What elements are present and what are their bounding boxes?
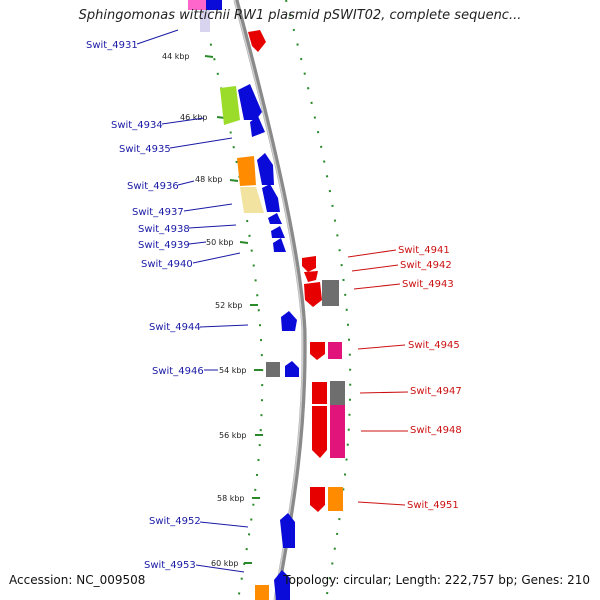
scale-label: 50 kbp (206, 238, 234, 247)
gene-arrow (304, 271, 318, 282)
gene-arrow (302, 256, 316, 272)
scale-label: 54 kbp (219, 366, 247, 375)
gene-label: Swit_4940 (141, 259, 193, 270)
right-gene-labels: Swit_4941 Swit_4942 Swit_4943 Swit_4945 … (347, 245, 462, 511)
gene-block (206, 0, 222, 10)
gene-arrow (310, 487, 325, 512)
gene-label: Swit_4953 (144, 560, 196, 571)
leader-line (188, 224, 237, 229)
leader-line (195, 564, 245, 573)
gene-arrow (250, 116, 265, 137)
leader-line (357, 501, 406, 506)
gene-label: Swit_4934 (111, 120, 163, 131)
gene-label: Swit_4935 (119, 144, 171, 155)
gene-arrow (274, 570, 290, 600)
leader-line (161, 117, 205, 125)
leader-line (177, 180, 195, 186)
gene-arrow (281, 311, 297, 331)
left-gene-labels: Swit_4931 Swit_4934 Swit_4935 Swit_4936 … (86, 29, 249, 573)
gene-label: Swit_4947 (410, 386, 462, 397)
gene-block (330, 381, 345, 405)
leader-line (183, 203, 233, 212)
leader-line (347, 249, 397, 258)
gene-arrow (240, 187, 264, 213)
leader-line (136, 29, 179, 45)
scale-label: 58 kbp (217, 494, 245, 503)
gene-arrow (285, 361, 299, 377)
scale-labels: 44 kbp 46 kbp 48 kbp 50 kbp 52 kbp 54 kb… (162, 52, 247, 568)
leader-line (351, 264, 399, 272)
accession-text: Accession: NC_009508 (9, 573, 146, 587)
gene-label: Swit_4952 (149, 516, 201, 527)
gene-block (328, 342, 342, 359)
gene-label: Swit_4938 (138, 224, 190, 235)
scale-tick (204, 55, 214, 58)
gene-block (255, 585, 269, 600)
leader-line (199, 324, 249, 328)
scale-label: 60 kbp (211, 559, 239, 568)
scale-label: 56 kbp (219, 431, 247, 440)
scale-tick (229, 179, 239, 182)
outer-track (285, 0, 352, 600)
gene-label: Swit_4936 (127, 181, 179, 192)
outer-genes (248, 30, 345, 512)
gene-arrow (273, 238, 286, 252)
gene-arrow (257, 153, 274, 185)
map-title: Sphingomonas wittichii RW1 plasmid pSWIT… (78, 8, 522, 23)
leader-line (169, 137, 233, 149)
inner-genes (188, 0, 299, 600)
scale-label: 52 kbp (215, 301, 243, 310)
scale-tick (239, 241, 249, 244)
gene-arrow (312, 406, 327, 458)
gene-arrow (271, 226, 285, 238)
gene-block (328, 487, 343, 511)
gene-label: Swit_4945 (408, 340, 460, 351)
gene-arrow (220, 86, 240, 125)
gene-block (330, 405, 345, 458)
gene-label: Swit_4942 (400, 260, 452, 271)
gene-label: Swit_4937 (132, 207, 184, 218)
leader-line (357, 344, 406, 350)
scale-label: 44 kbp (162, 52, 190, 61)
gene-block (322, 280, 339, 306)
gene-block (266, 362, 280, 377)
gene-block (200, 10, 210, 32)
scale-label: 48 kbp (195, 175, 223, 184)
gene-block (188, 0, 206, 10)
gene-label: Swit_4946 (152, 366, 204, 377)
leader-line (199, 521, 249, 528)
scale-label: 46 kbp (180, 113, 208, 122)
gene-arrow (310, 342, 325, 360)
gene-label: Swit_4931 (86, 40, 138, 51)
leader-line (192, 252, 241, 264)
leader-line (359, 391, 409, 394)
gene-label: Swit_4943 (402, 279, 454, 290)
gene-arrow (268, 213, 282, 224)
gene-block (312, 382, 327, 404)
gene-label: Swit_4951 (407, 500, 459, 511)
leader-line (353, 283, 401, 290)
topology-summary: Topology: circular; Length: 222,757 bp; … (283, 573, 590, 587)
gene-arrow (262, 184, 280, 212)
gene-arrow (280, 513, 295, 548)
leader-line (188, 241, 207, 245)
gene-label: Swit_4939 (138, 240, 190, 251)
gene-arrow (237, 156, 256, 186)
gene-label: Swit_4944 (149, 322, 201, 333)
gene-arrow (248, 30, 266, 52)
gene-label: Swit_4941 (398, 245, 450, 256)
gene-arrow (304, 282, 322, 307)
gene-arrow (238, 84, 262, 120)
gene-label: Swit_4948 (410, 425, 462, 436)
